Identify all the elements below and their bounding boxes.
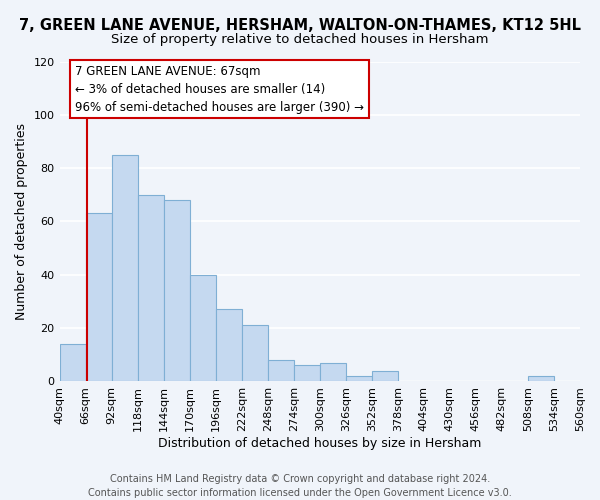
Bar [320,363,346,382]
Y-axis label: Number of detached properties: Number of detached properties [15,123,28,320]
Text: Size of property relative to detached houses in Hersham: Size of property relative to detached ho… [111,32,489,46]
Bar [215,310,242,382]
Bar [294,366,320,382]
Bar [112,155,137,382]
X-axis label: Distribution of detached houses by size in Hersham: Distribution of detached houses by size … [158,437,481,450]
Bar [346,376,372,382]
Bar [190,275,215,382]
Text: 7, GREEN LANE AVENUE, HERSHAM, WALTON-ON-THAMES, KT12 5HL: 7, GREEN LANE AVENUE, HERSHAM, WALTON-ON… [19,18,581,32]
Bar [59,344,86,382]
Bar [242,326,268,382]
Bar [528,376,554,382]
Bar [137,195,164,382]
Bar [372,371,398,382]
Bar [86,214,112,382]
Text: Contains HM Land Registry data © Crown copyright and database right 2024.
Contai: Contains HM Land Registry data © Crown c… [88,474,512,498]
Text: 7 GREEN LANE AVENUE: 67sqm
← 3% of detached houses are smaller (14)
96% of semi-: 7 GREEN LANE AVENUE: 67sqm ← 3% of detac… [75,64,364,114]
Bar [268,360,294,382]
Bar [164,200,190,382]
